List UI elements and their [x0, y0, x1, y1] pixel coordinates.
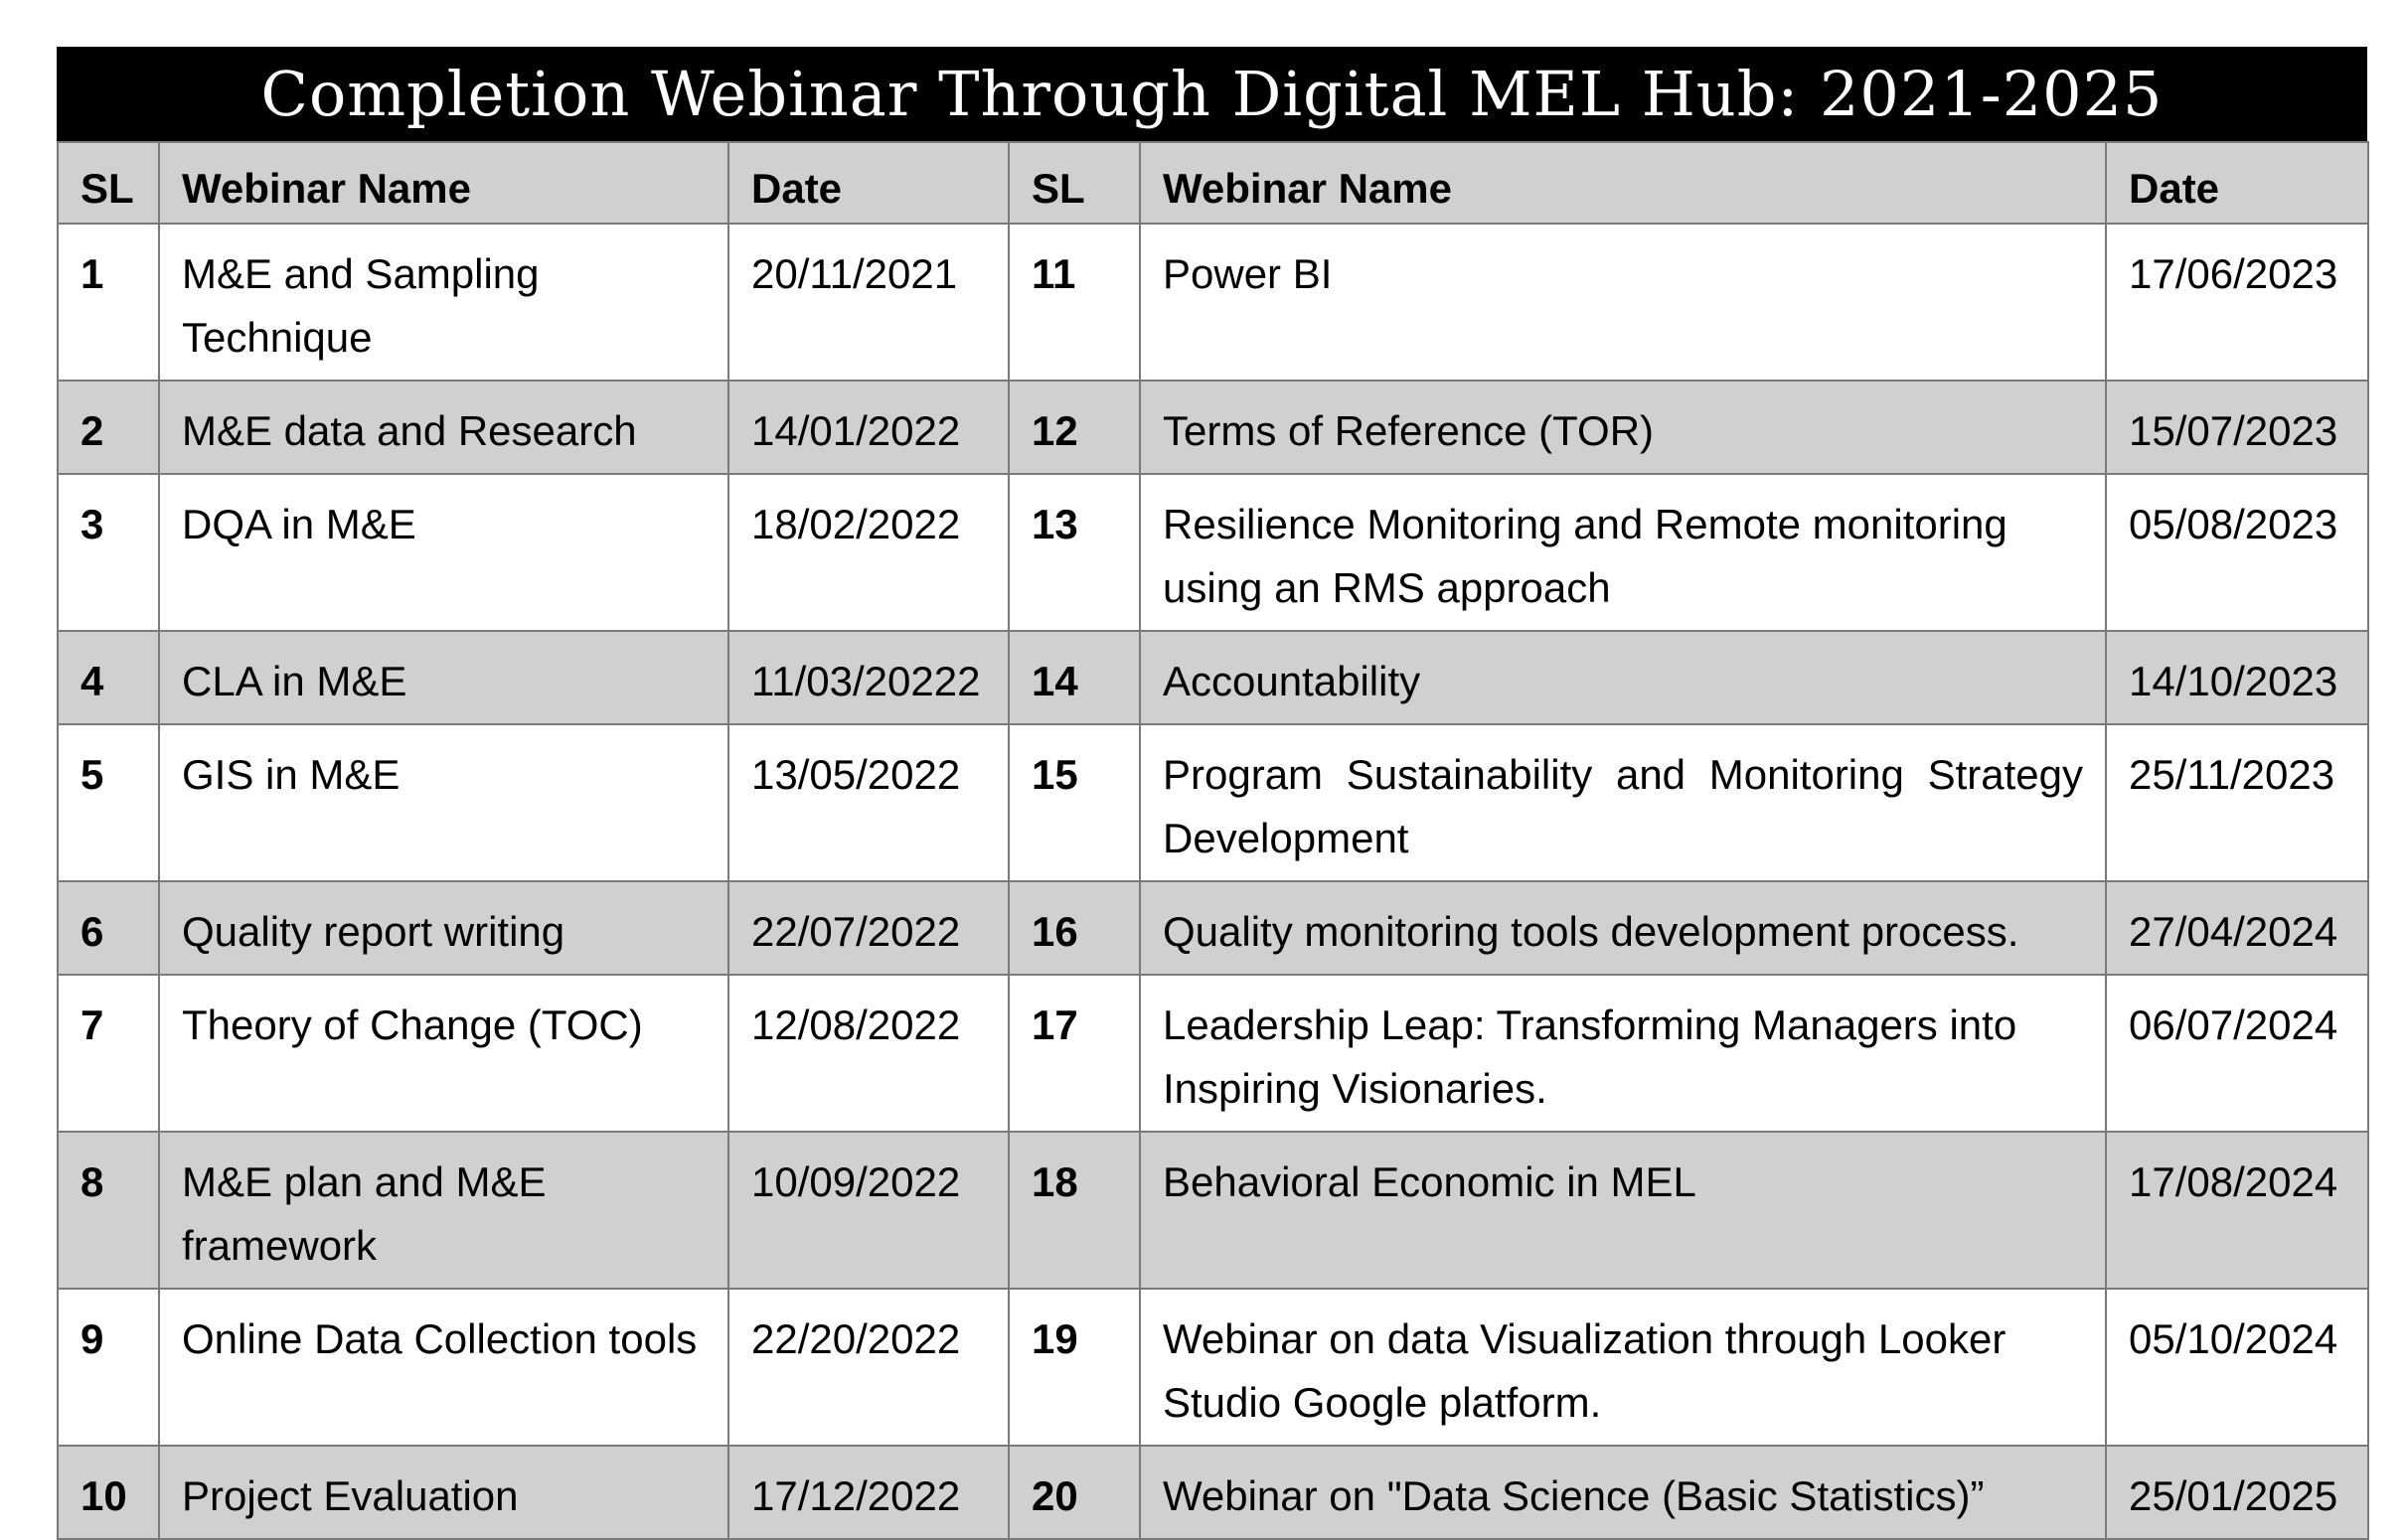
- table-row: 5 GIS in M&E 13/05/2022 15 Program Susta…: [57, 723, 2369, 882]
- row-webinar-name: Quality monitoring tools development pro…: [1139, 880, 2107, 976]
- document-title: Completion Webinar Through Digital MEL H…: [57, 47, 2367, 141]
- row-date: 17/12/2022: [727, 1445, 1010, 1540]
- row-sl: 11: [1008, 223, 1141, 382]
- header-date-right: Date: [2105, 141, 2369, 225]
- header-webinar-name-left: Webinar Name: [158, 141, 729, 225]
- table-header-row: SL Webinar Name Date SL Webinar Name Dat…: [57, 141, 2369, 225]
- row-date: 11/03/20222: [727, 630, 1010, 725]
- row-date: 22/07/2022: [727, 880, 1010, 976]
- row-sl: 8: [57, 1131, 160, 1290]
- table-row: 1 M&E and Sampling Technique 20/11/2021 …: [57, 223, 2369, 382]
- table-row: 8 M&E plan and M&E framework 10/09/2022 …: [57, 1131, 2369, 1290]
- row-date: 20/11/2021: [727, 223, 1010, 382]
- row-date: 17/06/2023: [2105, 223, 2369, 382]
- table-row: 9 Online Data Collection tools 22/20/202…: [57, 1288, 2369, 1447]
- webinar-sheet: Completion Webinar Through Digital MEL H…: [57, 47, 2369, 1540]
- row-webinar-name: Behavioral Economic in MEL: [1139, 1131, 2107, 1290]
- row-webinar-name: M&E plan and M&E framework: [158, 1131, 729, 1290]
- row-date: 15/07/2023: [2105, 380, 2369, 475]
- row-sl: 2: [57, 380, 160, 475]
- row-webinar-name: Accountability: [1139, 630, 2107, 725]
- row-webinar-name: Webinar on data Visualization through Lo…: [1139, 1288, 2107, 1447]
- row-webinar-name: Online Data Collection tools: [158, 1288, 729, 1447]
- table-row: 7 Theory of Change (TOC) 12/08/2022 17 L…: [57, 974, 2369, 1133]
- row-date: 05/10/2024: [2105, 1288, 2369, 1447]
- row-sl: 14: [1008, 630, 1141, 725]
- row-sl: 6: [57, 880, 160, 976]
- header-sl-left: SL: [57, 141, 160, 225]
- table-row: 3 DQA in M&E 18/02/2022 13 Resilience Mo…: [57, 473, 2369, 632]
- row-webinar-name: Theory of Change (TOC): [158, 974, 729, 1133]
- webinar-table: SL Webinar Name Date SL Webinar Name Dat…: [57, 141, 2369, 1540]
- row-webinar-name: Resilience Monitoring and Remote monitor…: [1139, 473, 2107, 632]
- row-webinar-name: M&E data and Research: [158, 380, 729, 475]
- row-sl: 20: [1008, 1445, 1141, 1540]
- row-sl: 1: [57, 223, 160, 382]
- row-sl: 12: [1008, 380, 1141, 475]
- row-date: 25/01/2025: [2105, 1445, 2369, 1540]
- row-date: 14/01/2022: [727, 380, 1010, 475]
- row-sl: 17: [1008, 974, 1141, 1133]
- row-date: 10/09/2022: [727, 1131, 1010, 1290]
- table-row: 6 Quality report writing 22/07/2022 16 Q…: [57, 880, 2369, 976]
- table-row: 10 Project Evaluation 17/12/2022 20 Webi…: [57, 1445, 2369, 1540]
- table-row: 4 CLA in M&E 11/03/20222 14 Accountabili…: [57, 630, 2369, 725]
- row-webinar-name: Program Sustainability and Monitoring St…: [1139, 723, 2107, 882]
- row-webinar-name: Leadership Leap: Transforming Managers i…: [1139, 974, 2107, 1133]
- row-sl: 16: [1008, 880, 1141, 976]
- row-webinar-name: DQA in M&E: [158, 473, 729, 632]
- row-sl: 15: [1008, 723, 1141, 882]
- row-date: 05/08/2023: [2105, 473, 2369, 632]
- row-sl: 10: [57, 1445, 160, 1540]
- row-webinar-name: Project Evaluation: [158, 1445, 729, 1540]
- row-sl: 7: [57, 974, 160, 1133]
- row-webinar-name: Webinar on "Data Science (Basic Statisti…: [1139, 1445, 2107, 1540]
- row-webinar-name: Terms of Reference (TOR): [1139, 380, 2107, 475]
- row-webinar-name: GIS in M&E: [158, 723, 729, 882]
- row-webinar-name: Power BI: [1139, 223, 2107, 382]
- row-date: 18/02/2022: [727, 473, 1010, 632]
- row-date: 17/08/2024: [2105, 1131, 2369, 1290]
- row-sl: 3: [57, 473, 160, 632]
- row-date: 12/08/2022: [727, 974, 1010, 1133]
- row-date: 06/07/2024: [2105, 974, 2369, 1133]
- header-date-left: Date: [727, 141, 1010, 225]
- row-date: 14/10/2023: [2105, 630, 2369, 725]
- row-sl: 19: [1008, 1288, 1141, 1447]
- row-webinar-name: CLA in M&E: [158, 630, 729, 725]
- row-sl: 4: [57, 630, 160, 725]
- row-sl: 13: [1008, 473, 1141, 632]
- table-row: 2 M&E data and Research 14/01/2022 12 Te…: [57, 380, 2369, 475]
- row-sl: 18: [1008, 1131, 1141, 1290]
- header-webinar-name-right: Webinar Name: [1139, 141, 2107, 225]
- row-sl: 5: [57, 723, 160, 882]
- header-sl-right: SL: [1008, 141, 1141, 225]
- row-webinar-name: M&E and Sampling Technique: [158, 223, 729, 382]
- row-date: 22/20/2022: [727, 1288, 1010, 1447]
- row-date: 27/04/2024: [2105, 880, 2369, 976]
- row-sl: 9: [57, 1288, 160, 1447]
- row-date: 13/05/2022: [727, 723, 1010, 882]
- row-webinar-name: Quality report writing: [158, 880, 729, 976]
- row-date: 25/11/2023: [2105, 723, 2369, 882]
